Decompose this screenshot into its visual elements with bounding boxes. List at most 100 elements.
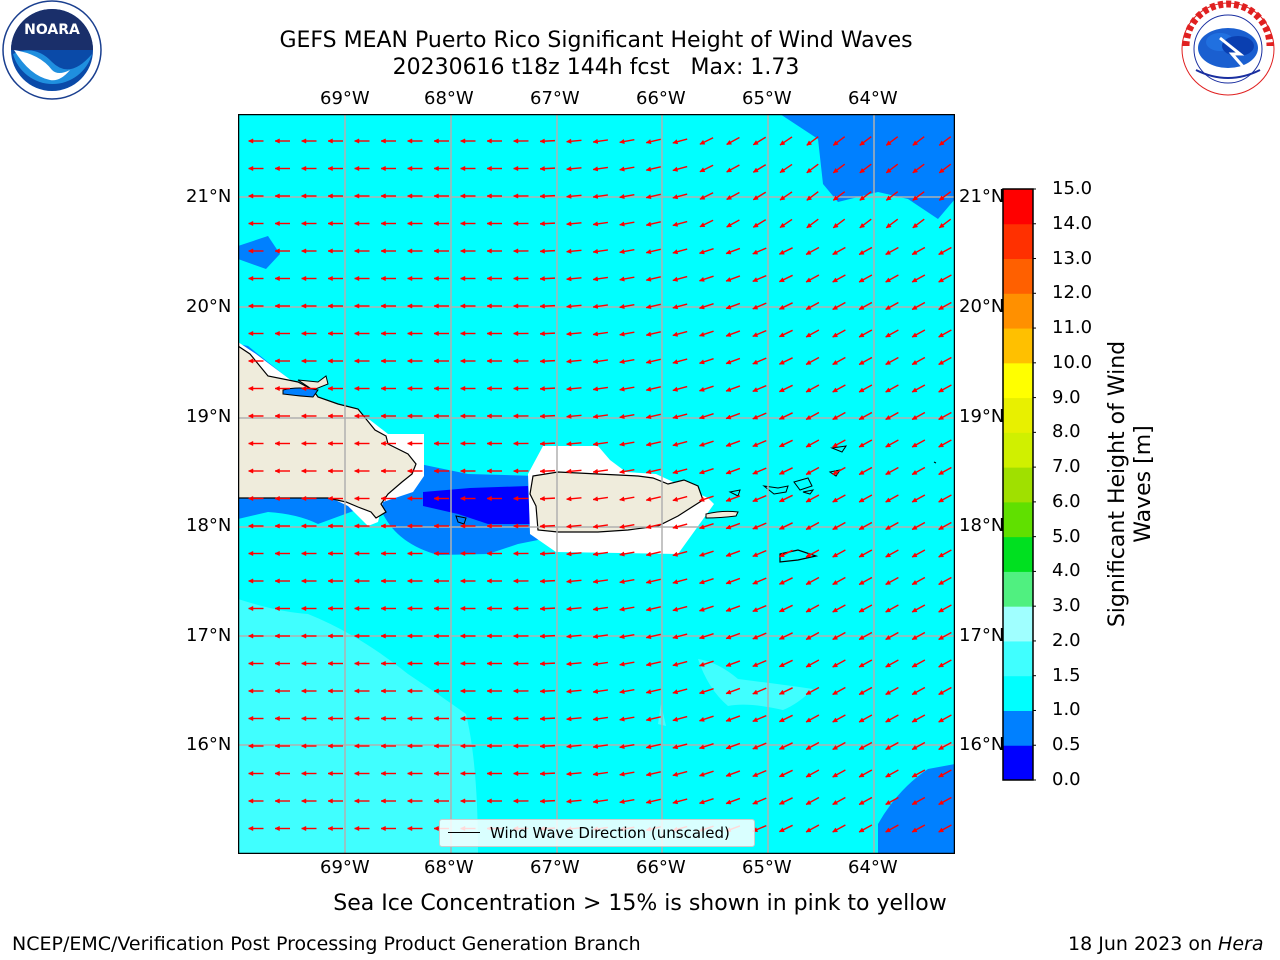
wind-arrow-head: [805, 744, 812, 750]
wind-arrow-head: [752, 332, 759, 337]
wind-arrow-head: [459, 358, 466, 364]
wind-arrow-head: [698, 249, 705, 255]
wind-arrow-head: [300, 413, 307, 419]
wind-arrow-head: [380, 220, 386, 227]
wind-arrow-head: [725, 634, 732, 640]
wind-arrow-head: [539, 331, 545, 337]
wind-arrow-head: [805, 249, 812, 255]
wind-arrow-head: [300, 798, 307, 804]
wind-arrow-head: [592, 138, 599, 144]
wind-arrow-head: [274, 220, 280, 227]
wind-arrow-head: [459, 468, 466, 474]
wind-arrow-head: [725, 607, 732, 612]
wind-arrow-head: [619, 578, 625, 585]
wind-arrow-head: [911, 579, 918, 585]
wind-arrow-head: [300, 688, 307, 694]
wind-arrow-head: [380, 550, 386, 557]
wind-arrow-head: [380, 358, 386, 364]
wind-arrow-head: [778, 524, 785, 530]
wind-arrow-head: [539, 578, 545, 584]
wind-arrow-head: [938, 744, 945, 750]
wind-arrow-head: [406, 550, 413, 557]
wind-arrow-head: [300, 468, 307, 474]
wind-arrow-head: [274, 165, 280, 172]
wind-arrow-head: [406, 275, 413, 282]
wind-arrow-head: [247, 523, 254, 529]
wind-arrow-head: [353, 165, 360, 172]
wind-arrow-head: [645, 524, 652, 530]
wind-arrow-head: [805, 634, 812, 640]
wind-arrow-head: [832, 827, 839, 833]
wind-arrow-head: [778, 304, 785, 310]
wind-arrow-head: [565, 221, 572, 227]
colorbar-band: [1003, 293, 1033, 329]
wind-arrow-head: [938, 579, 945, 585]
wind-arrow-head: [832, 634, 839, 640]
lon-tick-bottom-69w: 69°W: [320, 857, 370, 878]
wind-arrow-head: [885, 524, 892, 530]
wind-arrow-head: [565, 441, 572, 447]
wind-arrow-head: [486, 165, 492, 172]
wind-arrow-head: [353, 413, 360, 419]
wind-arrow-head: [539, 138, 545, 144]
wind-arrow-head: [778, 414, 785, 420]
colorbar-tick-label: 6.0: [1052, 490, 1081, 512]
wind-arrow-head: [672, 744, 679, 750]
wind-arrow-head: [859, 195, 866, 201]
wind-arrow-head: [406, 138, 413, 144]
wind-arrow-head: [380, 770, 386, 777]
wind-arrow-head: [725, 442, 732, 447]
wind-arrow-head: [247, 770, 254, 777]
lat-tick-right-16n: 16°N: [959, 735, 1003, 755]
wind-arrow-head: [725, 772, 732, 777]
wind-arrow-head: [805, 662, 812, 668]
wind-arrow-head: [911, 662, 918, 668]
wind-arrow-head: [885, 167, 892, 174]
wind-arrow-head: [698, 771, 705, 777]
wind-arrow-head: [353, 468, 360, 474]
wind-arrow-head: [885, 552, 892, 558]
wind-arrow-head: [885, 634, 892, 640]
wind-arrow-head: [433, 330, 439, 337]
wind-arrow-head: [885, 359, 892, 365]
wind-arrow-head: [698, 496, 705, 502]
wind-arrow-head: [539, 771, 545, 777]
wind-arrow-head: [565, 468, 572, 474]
legend-label: Wind Wave Direction (unscaled): [490, 824, 730, 842]
wind-arrow-head: [725, 799, 732, 805]
wind-arrow-head: [725, 332, 732, 337]
wind-arrow-head: [539, 468, 545, 474]
wind-arrow-head: [327, 523, 333, 529]
wind-arrow-head: [433, 578, 439, 584]
colorbar-tick-label: 10.0: [1052, 351, 1093, 373]
wind-arrow-head: [433, 413, 439, 419]
wind-arrow-head: [380, 138, 386, 144]
wind-arrow-head: [459, 633, 466, 639]
map-plot: [238, 114, 955, 854]
wind-arrow-head: [619, 193, 625, 200]
wind-arrow-head: [832, 304, 839, 310]
wind-arrow-head: [327, 770, 333, 777]
wind-arrow-head: [327, 578, 333, 584]
wind-arrow-head: [327, 605, 333, 612]
wind-arrow-head: [698, 304, 705, 310]
wind-arrow-head: [592, 716, 599, 722]
wind-arrow-head: [353, 798, 360, 804]
colorbar-tick-label: 7.0: [1052, 456, 1081, 478]
wind-arrow-head: [698, 744, 705, 750]
wind-arrow-head: [938, 827, 945, 833]
wind-arrow-head: [327, 468, 333, 474]
wind-arrow-head: [512, 715, 519, 722]
colorbar-frame: [1002, 188, 1034, 781]
wind-arrow-head: [725, 249, 732, 255]
wind-arrow-head: [380, 330, 386, 337]
wind-arrow-head: [353, 495, 360, 502]
colorbar-tick-label: 9.0: [1052, 386, 1081, 408]
wind-arrow-head: [645, 414, 652, 420]
wind-arrow-head: [486, 413, 492, 419]
wind-arrow-head: [247, 660, 254, 667]
wind-arrow-head: [619, 138, 625, 145]
wind-arrow-head: [938, 387, 945, 393]
wind-arrow-head: [725, 359, 732, 365]
wind-arrow-head: [353, 138, 360, 144]
